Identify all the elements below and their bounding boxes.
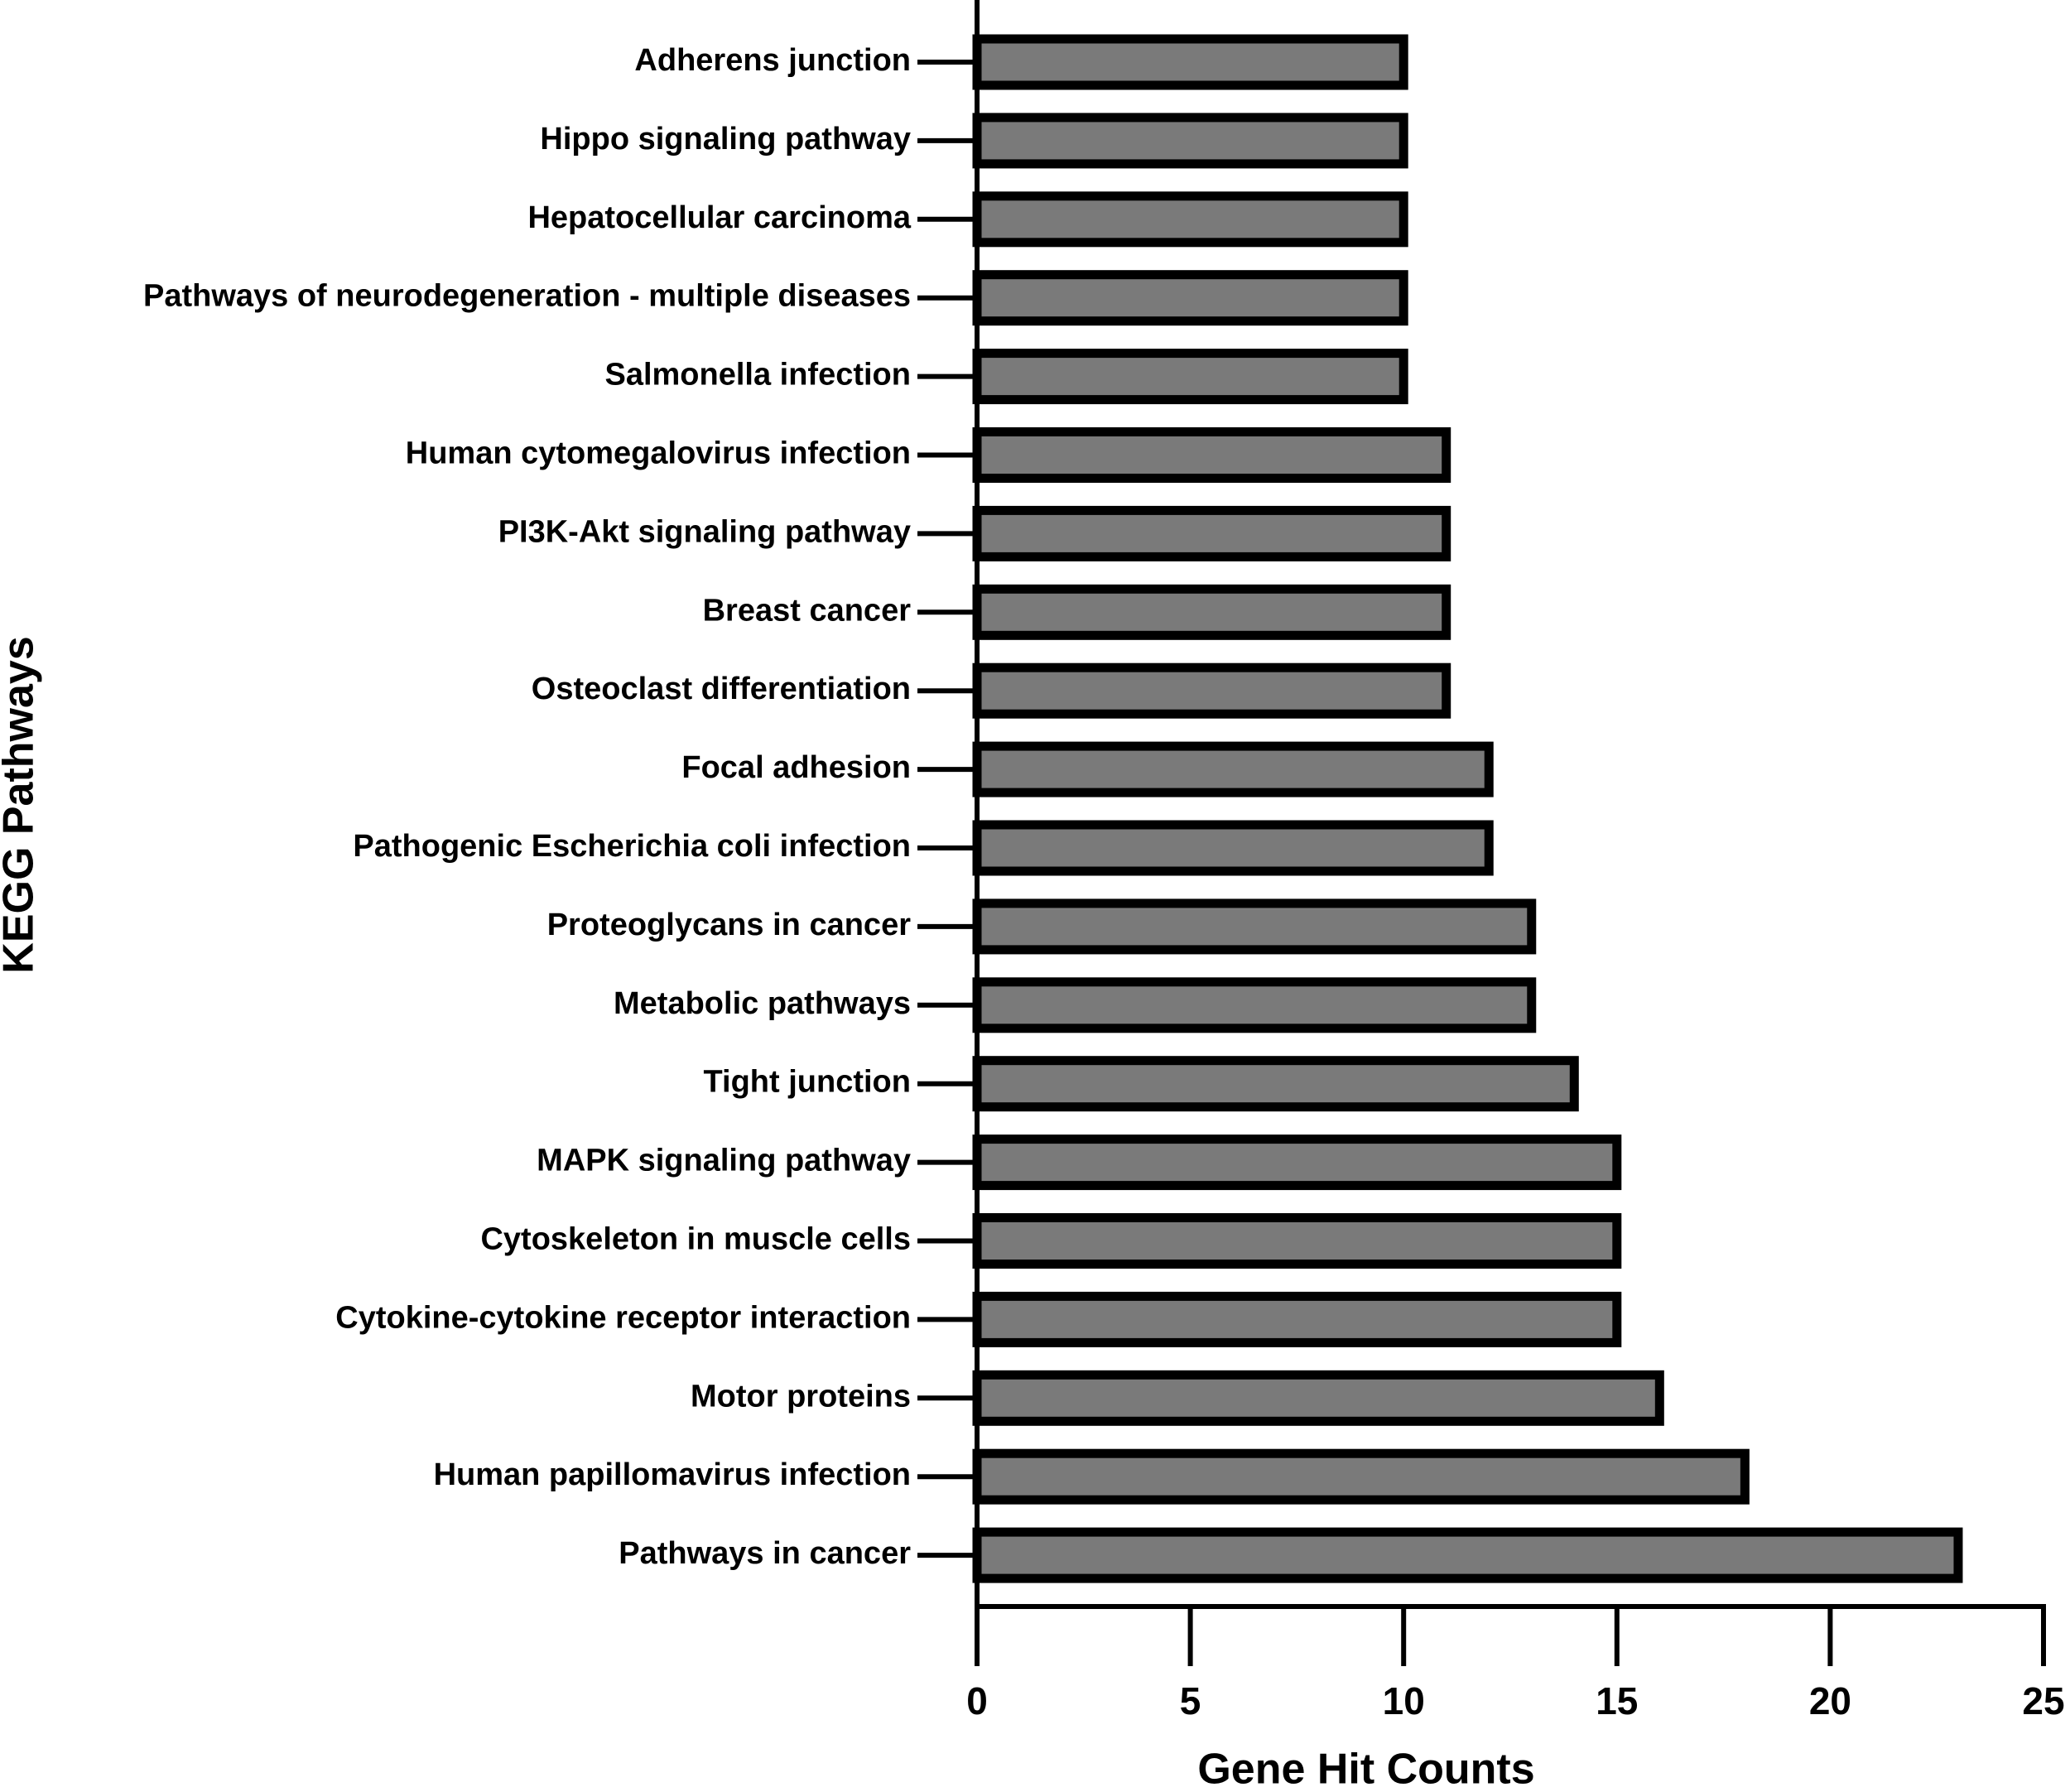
bar <box>972 741 1494 797</box>
y-tick-label: MAPK signaling pathway <box>537 1144 911 1178</box>
y-tick-label: Salmonella infection <box>604 358 911 393</box>
bar <box>972 1291 1622 1347</box>
bar <box>972 505 1451 561</box>
y-tick-label: Breast cancer <box>703 593 912 628</box>
y-tick-label: Human cytomegalovirus infection <box>406 436 911 471</box>
y-tick-label: Pathways of neurodegeneration - multiple… <box>143 279 911 314</box>
bar <box>972 584 1451 640</box>
y-tick-label: Tight junction <box>704 1065 911 1100</box>
x-tick-label: 5 <box>1180 1679 1201 1722</box>
y-tick-label: Cytoskeleton in muscle cells <box>480 1222 911 1257</box>
bar <box>972 270 1408 326</box>
x-tick-label: 25 <box>2022 1679 2064 1722</box>
bar <box>972 1213 1622 1269</box>
y-tick-label: Pathways in cancer <box>619 1536 911 1571</box>
y-tick-label: Focal adhesion <box>681 750 911 785</box>
bar <box>972 820 1494 876</box>
y-tick-label: Hippo signaling pathway <box>540 122 911 157</box>
bar <box>972 1134 1622 1191</box>
bar <box>972 349 1408 405</box>
x-tick-label: 20 <box>1809 1679 1851 1722</box>
bar <box>972 1056 1579 1112</box>
x-tick-label: 10 <box>1383 1679 1425 1722</box>
y-tick-label: Pathogenic Escherichia coli infection <box>353 829 911 864</box>
bar <box>972 113 1408 169</box>
y-tick-label: Metabolic pathways <box>614 986 911 1021</box>
bar <box>972 191 1408 248</box>
bar <box>972 427 1451 483</box>
y-tick-label: Adherens junction <box>634 43 911 78</box>
y-tick-label: Cytokine-cytokine receptor interaction <box>335 1300 911 1335</box>
x-axis-label: Gene Hit Counts <box>1197 1746 1534 1792</box>
y-tick-label: Proteoglycans in cancer <box>547 908 911 942</box>
y-tick-label: Motor proteins <box>691 1379 911 1414</box>
bar <box>972 662 1451 719</box>
x-tick-label: 15 <box>1596 1679 1638 1722</box>
y-axis-label: KEGG Pathways <box>0 636 43 973</box>
bar <box>972 898 1537 955</box>
y-tick-label: Human papillomavirus infection <box>434 1457 911 1492</box>
y-tick-label: Osteoclast differentiation <box>532 672 911 706</box>
bar <box>972 34 1408 90</box>
bar <box>972 1527 1963 1583</box>
x-tick-label: 0 <box>966 1679 988 1722</box>
bar <box>972 1370 1664 1426</box>
bar <box>972 1448 1750 1505</box>
bar <box>972 977 1537 1033</box>
y-tick-label: Hepatocellular carcinoma <box>527 200 911 235</box>
y-tick-label: PI3K-Akt signaling pathway <box>498 514 911 549</box>
